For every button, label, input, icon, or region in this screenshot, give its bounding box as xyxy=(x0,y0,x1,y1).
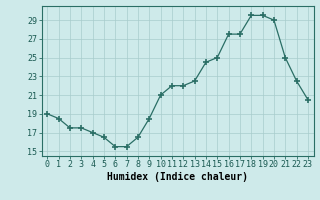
X-axis label: Humidex (Indice chaleur): Humidex (Indice chaleur) xyxy=(107,172,248,182)
